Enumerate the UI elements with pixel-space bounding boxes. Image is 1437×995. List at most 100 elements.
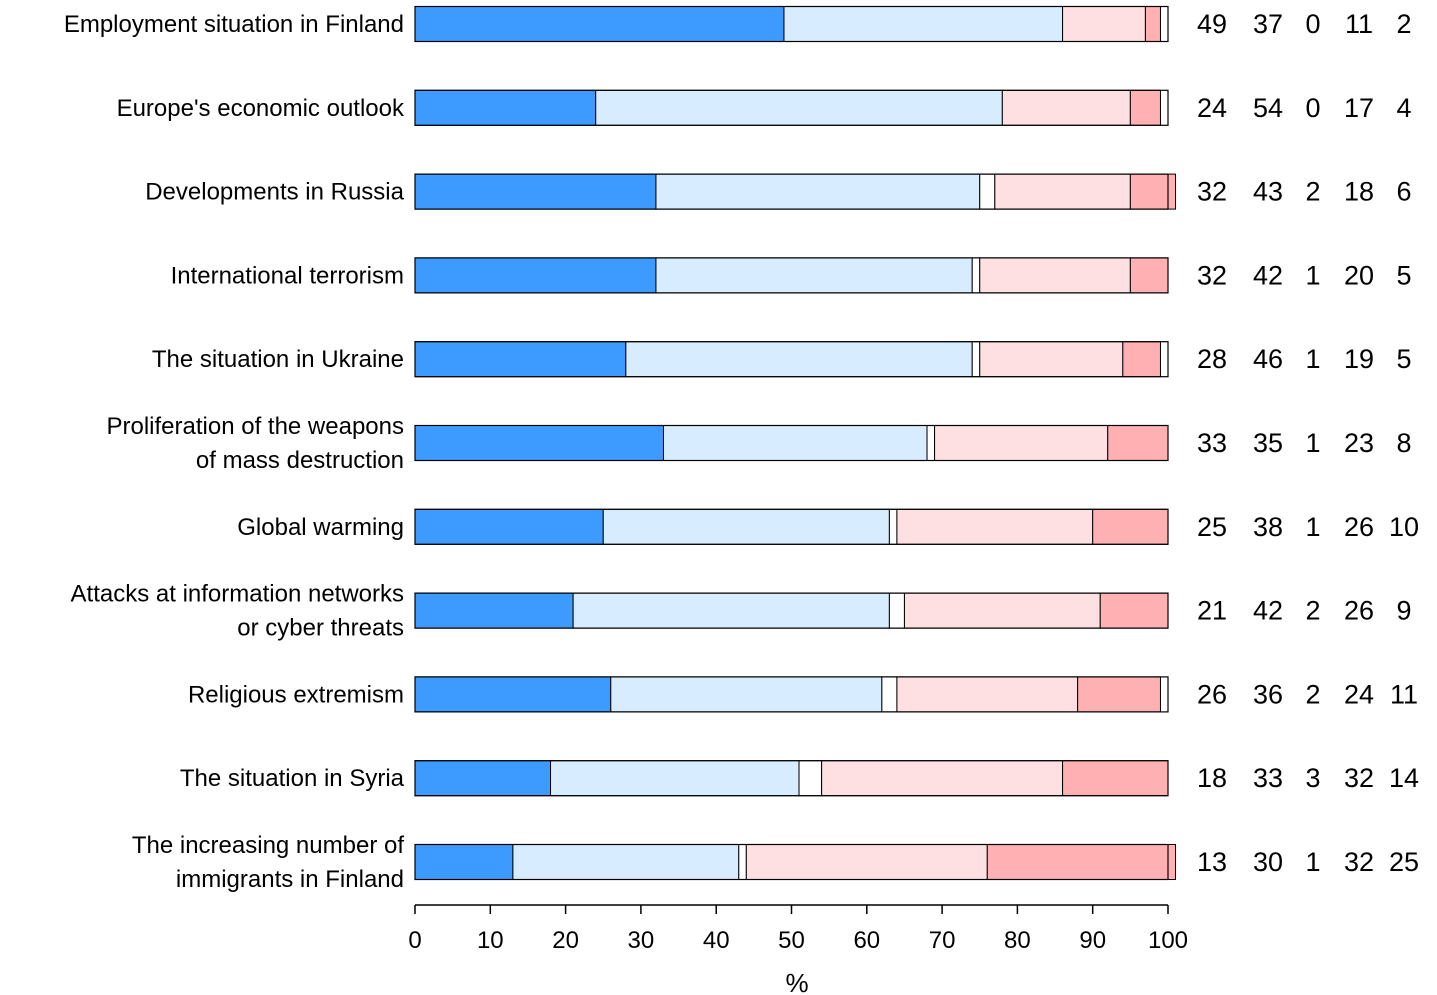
x-tick-label: 100 bbox=[1148, 927, 1188, 954]
category-label: Employment situation in Finland bbox=[64, 11, 404, 38]
bar-segment bbox=[414, 844, 514, 880]
category-label: Developments in Russia bbox=[145, 179, 404, 206]
value-label: 49 bbox=[1197, 9, 1227, 39]
bar-segment bbox=[783, 6, 1064, 42]
x-tick-label: 20 bbox=[552, 927, 579, 954]
value-label: 5 bbox=[1396, 260, 1411, 290]
category-label: Attacks at information networks bbox=[71, 581, 404, 608]
x-tick-label: 30 bbox=[628, 927, 655, 954]
bar-segment bbox=[1062, 760, 1169, 797]
value-label: 4 bbox=[1396, 93, 1411, 123]
value-label: 23 bbox=[1344, 428, 1374, 458]
bar-segment bbox=[896, 508, 1094, 545]
value-label: 18 bbox=[1344, 177, 1374, 207]
value-label: 2 bbox=[1305, 679, 1320, 709]
bar-segment bbox=[1129, 173, 1177, 210]
value-label: 14 bbox=[1389, 763, 1419, 793]
bar-segment bbox=[1122, 341, 1161, 378]
value-label: 26 bbox=[1344, 512, 1374, 542]
bar-segment bbox=[414, 341, 627, 378]
value-label: 1 bbox=[1305, 428, 1320, 458]
bar-segment bbox=[655, 173, 981, 210]
value-label: 35 bbox=[1253, 428, 1283, 458]
bar-segment bbox=[979, 173, 996, 210]
bar-segment bbox=[550, 760, 800, 797]
bar-segment bbox=[414, 425, 664, 461]
value-label: 32 bbox=[1344, 847, 1374, 877]
category-label: The situation in Syria bbox=[180, 765, 405, 792]
value-label: 26 bbox=[1344, 596, 1374, 626]
category-label: International terrorism bbox=[171, 262, 404, 289]
value-label: 37 bbox=[1253, 9, 1283, 39]
bar-segment bbox=[888, 592, 905, 629]
category-label: or cyber threats bbox=[237, 615, 404, 642]
value-label: 11 bbox=[1345, 9, 1373, 39]
value-labels: 49 37 0 11 224 54 0 17 432 43 2 18 632 42 1 20 528 46 1 19 5… bbox=[1197, 9, 1419, 877]
bar-outline bbox=[414, 341, 1169, 378]
bar-segment bbox=[414, 173, 657, 210]
bar-segment bbox=[994, 173, 1131, 210]
bar-segment bbox=[595, 89, 1003, 126]
value-label: 18 bbox=[1197, 763, 1227, 793]
bar-segment bbox=[414, 257, 657, 294]
x-tick-label: 90 bbox=[1079, 927, 1106, 954]
value-label: 33 bbox=[1253, 763, 1283, 793]
value-label: 20 bbox=[1344, 260, 1374, 290]
category-label: immigrants in Finland bbox=[176, 866, 404, 893]
category-label: Europe's economic outlook bbox=[117, 95, 405, 122]
value-label: 42 bbox=[1253, 596, 1283, 626]
bar-segment bbox=[926, 425, 936, 461]
bar-segment bbox=[798, 760, 823, 797]
x-axis: 0 10 20 30 40 50 60 70 80 90 100 bbox=[408, 904, 1188, 954]
category-labels: Employment situation in Finland Europe's … bbox=[64, 11, 405, 893]
value-label: 32 bbox=[1197, 260, 1227, 290]
value-label: 8 bbox=[1396, 428, 1411, 458]
value-label: 26 bbox=[1197, 679, 1227, 709]
category-label: The situation in Ukraine bbox=[152, 346, 404, 373]
bar-segment bbox=[745, 844, 988, 880]
value-label: 2 bbox=[1305, 177, 1320, 207]
value-label: 10 bbox=[1389, 512, 1419, 542]
bar-segment bbox=[1099, 592, 1169, 629]
bar-outline bbox=[414, 424, 1169, 462]
bar-segment bbox=[1144, 6, 1161, 42]
value-label: 24 bbox=[1344, 679, 1374, 709]
x-tick-label: 50 bbox=[778, 927, 805, 954]
bar-outline bbox=[414, 592, 1169, 629]
value-label: 21 bbox=[1197, 596, 1227, 626]
bar-segment bbox=[414, 592, 574, 629]
bars-layer bbox=[414, 5, 1177, 881]
bar-segment bbox=[934, 425, 1109, 461]
category-label: Religious extremism bbox=[188, 681, 404, 708]
bar-outline bbox=[414, 843, 1169, 881]
bar-segment bbox=[414, 760, 552, 797]
bar-segment bbox=[610, 676, 883, 713]
value-label: 2 bbox=[1396, 9, 1411, 39]
bar-segment bbox=[414, 508, 604, 545]
bar-segment bbox=[414, 676, 612, 713]
bar-segment bbox=[821, 760, 1064, 797]
category-label: of mass destruction bbox=[196, 447, 404, 474]
bar-segment bbox=[414, 89, 597, 126]
bar-segment bbox=[1129, 89, 1161, 126]
bar-segment bbox=[1077, 676, 1161, 713]
bar-segment bbox=[896, 676, 1079, 713]
value-label: 17 bbox=[1344, 93, 1374, 123]
bar-segment bbox=[979, 257, 1131, 294]
bar-segment bbox=[986, 844, 1177, 880]
value-label: 1 bbox=[1305, 512, 1320, 542]
value-label: 25 bbox=[1197, 512, 1227, 542]
value-label: 30 bbox=[1253, 847, 1283, 877]
x-tick-label: 40 bbox=[703, 927, 730, 954]
value-label: 32 bbox=[1197, 177, 1227, 207]
value-label: 36 bbox=[1253, 679, 1283, 709]
category-label: Global warming bbox=[237, 514, 404, 541]
bar-segment bbox=[1062, 6, 1146, 42]
bar-segment bbox=[625, 341, 973, 378]
value-label: 19 bbox=[1344, 344, 1374, 374]
x-tick-label: 0 bbox=[408, 927, 421, 954]
bar-segment bbox=[602, 508, 890, 545]
value-label: 1 bbox=[1305, 344, 1320, 374]
value-label: 3 bbox=[1305, 763, 1320, 793]
